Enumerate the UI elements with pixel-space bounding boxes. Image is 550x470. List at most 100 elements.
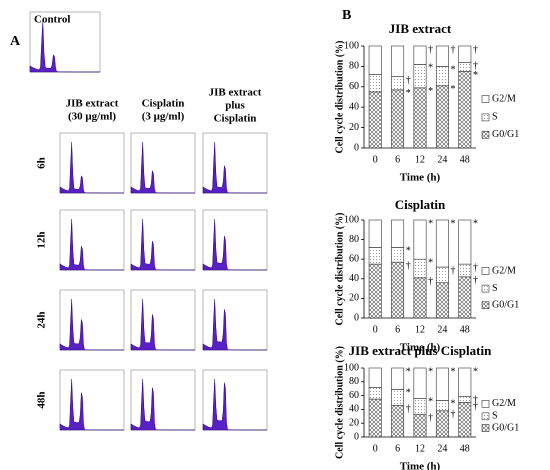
y-tick-label: 40 [349, 404, 359, 415]
column-header: JIB extract [209, 87, 262, 99]
y-axis-label: Cell cycle distribution (%) [334, 346, 345, 459]
x-axis-label: Time (h) [400, 461, 441, 470]
significance-marker: * [428, 366, 433, 377]
legend-swatch [481, 400, 490, 408]
legend-label: G2/M [492, 93, 516, 104]
significance-marker: * [406, 88, 411, 99]
bar-segment [435, 66, 449, 87]
significance-marker: † [451, 265, 456, 276]
significance-marker: * [428, 218, 433, 229]
legend-label: G2/M [492, 265, 516, 276]
histogram-shape [130, 378, 195, 431]
significance-marker: † [406, 75, 411, 86]
bar-segment [391, 76, 405, 91]
x-tick-label: 48 [460, 154, 470, 165]
bar-segment [391, 404, 405, 438]
bar-segment [391, 89, 405, 149]
x-tick-label: 6 [395, 324, 400, 335]
histogram-shape [202, 378, 267, 431]
legend-label: S [492, 283, 498, 294]
histogram-shape [130, 141, 195, 194]
significance-marker: † [473, 61, 478, 72]
bar-segment [435, 45, 449, 67]
significance-marker: * [428, 397, 433, 408]
bar-segment [368, 91, 382, 149]
significance-marker: † [406, 260, 411, 271]
legend-label: G2/M [492, 398, 516, 409]
y-tick-label: 100 [344, 214, 359, 225]
column-header: (3 μg/ml) [142, 111, 185, 123]
histogram-shape [59, 218, 124, 271]
legend-swatch [481, 424, 490, 432]
x-tick-label: 6 [395, 154, 400, 165]
significance-marker: * [406, 246, 411, 257]
y-tick-label: 40 [349, 273, 359, 284]
significance-marker: * [451, 366, 456, 377]
column-header: Cisplatin [214, 113, 257, 125]
significance-marker: * [451, 218, 456, 229]
legend-label: G0/G1 [492, 300, 519, 311]
column-header: plus [225, 100, 245, 112]
bar-segment [391, 247, 405, 263]
bar-segment [458, 395, 472, 403]
x-axis-label: Time (h) [400, 172, 441, 184]
histogram-shape [130, 298, 195, 351]
bar-segment [368, 263, 382, 319]
y-tick-label: 100 [344, 362, 359, 373]
y-tick-label: 60 [349, 81, 359, 92]
legend-swatch [481, 95, 490, 103]
bar-segment [368, 387, 382, 400]
significance-marker: * [473, 218, 478, 229]
significance-marker: † [473, 275, 478, 286]
bar-segment [368, 74, 382, 93]
histogram-shape [59, 298, 124, 351]
x-tick-label: 12 [415, 154, 425, 165]
legend-label: G0/G1 [492, 422, 519, 433]
legend-swatch [481, 301, 490, 310]
row-label: 12h [36, 231, 48, 248]
y-tick-label: 80 [349, 376, 359, 387]
significance-marker: * [451, 65, 456, 76]
x-tick-label: 24 [437, 154, 447, 165]
significance-marker: † [428, 413, 433, 424]
significance-marker: † [473, 44, 478, 55]
panel-label: B [342, 8, 351, 23]
chart-title: Cisplatin [395, 197, 446, 212]
bar-segment [435, 410, 449, 438]
row-label: 6h [36, 157, 48, 169]
histogram-shape [130, 218, 195, 271]
histogram-shape [59, 141, 124, 194]
y-tick-label: 60 [349, 390, 359, 401]
histogram-shape [202, 141, 267, 194]
y-tick-label: 0 [354, 312, 359, 323]
y-tick-label: 60 [349, 253, 359, 264]
x-tick-label: 24 [437, 443, 447, 454]
bar-segment [435, 266, 449, 284]
bar-segment [413, 258, 427, 279]
bar-segment [368, 45, 382, 75]
bar-segment [458, 276, 472, 319]
histogram-shape [29, 20, 100, 73]
bar-segment [413, 45, 427, 65]
legend-swatch [481, 267, 490, 275]
bar-segment [435, 282, 449, 319]
legend-swatch [481, 412, 490, 421]
bar-segment [391, 261, 405, 319]
bar-segment [435, 367, 449, 401]
x-tick-label: 12 [415, 324, 425, 335]
significance-marker: † [428, 276, 433, 287]
row-label: 48h [36, 391, 48, 408]
significance-marker: † [473, 395, 478, 406]
x-tick-label: 0 [373, 154, 378, 165]
bar-segment [435, 85, 449, 149]
significance-marker: † [473, 262, 478, 273]
bar-segment [391, 45, 405, 77]
legend-swatch [481, 113, 490, 122]
significance-marker: † [451, 44, 456, 55]
legend-label: G0/G1 [492, 129, 519, 140]
y-tick-label: 0 [354, 142, 359, 153]
bar-segment [391, 367, 405, 390]
column-header: (30 μg/ml) [68, 111, 116, 123]
y-tick-label: 80 [349, 234, 359, 245]
